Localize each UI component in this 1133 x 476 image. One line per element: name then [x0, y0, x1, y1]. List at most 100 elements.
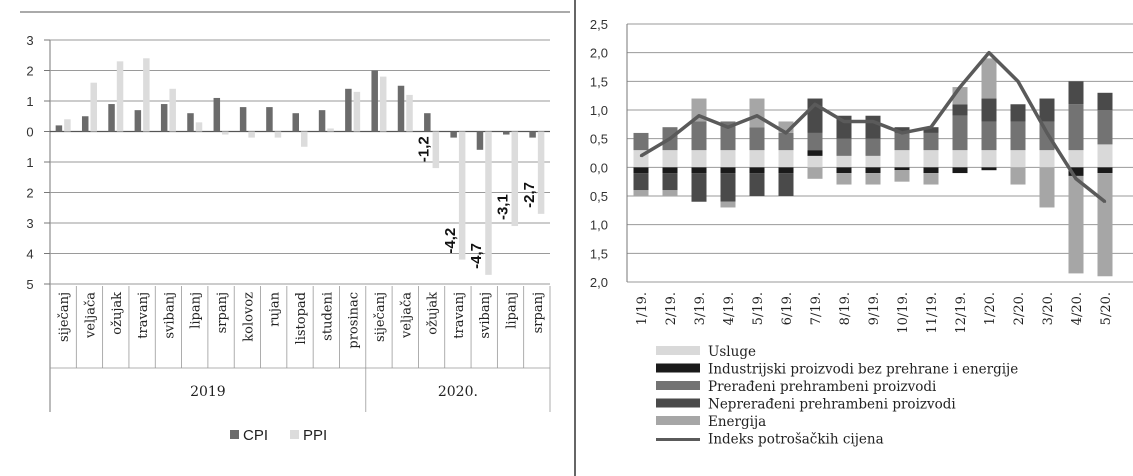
- left-bar-ppi: [432, 131, 440, 169]
- left-category-label: ožujak: [426, 292, 441, 335]
- right-category-label: 1/19.: [635, 292, 650, 325]
- right-bar-segment-1: [662, 167, 678, 174]
- left-data-label: -3,1: [495, 194, 512, 220]
- right-bar-segment-0: [662, 150, 678, 168]
- left-bar-ppi: [248, 131, 255, 138]
- right-bar-segment-2: [749, 127, 765, 151]
- left-category-label: studeni: [320, 292, 335, 341]
- left-bar-cpi: [450, 131, 457, 138]
- right-bar-segment-1: [836, 167, 852, 174]
- right-bar-segment-3: [865, 115, 881, 139]
- right-category-label: 3/20.: [1041, 292, 1056, 325]
- right-bar-segment-3: [1097, 92, 1113, 110]
- right-bar-segment-4: [749, 98, 765, 128]
- left-bar-ppi: [406, 94, 413, 132]
- left-data-label: -2,7: [521, 182, 538, 208]
- right-bar-segment-1: [720, 167, 736, 174]
- right-bar-segment-0: [981, 150, 997, 168]
- right-category-label: 6/19.: [780, 292, 795, 325]
- right-bar-segment-4: [1068, 175, 1084, 274]
- right-cpi-index-point: [987, 51, 991, 54]
- right-bar-segment-3: [894, 127, 910, 133]
- left-bar-cpi: [318, 110, 326, 132]
- right-category-label: 10/19.: [896, 292, 911, 334]
- right-cpi-index-point: [958, 85, 962, 89]
- left-category-label: lipanj: [505, 292, 520, 329]
- right-legend-swatch: [656, 346, 700, 355]
- right-cpi-index-point: [1074, 177, 1078, 180]
- left-legend-swatch-ppi: [290, 430, 299, 439]
- left-bar-ppi: [511, 131, 519, 227]
- right-bar-segment-0: [865, 155, 881, 168]
- right-bar-segment-3: [633, 173, 649, 191]
- left-bar-cpi: [345, 88, 352, 132]
- left-y-tick-label: 5: [26, 277, 33, 292]
- right-bar-segment-0: [894, 150, 910, 168]
- left-bar-ppi: [301, 131, 308, 147]
- right-bar-segment-1: [1068, 167, 1084, 176]
- left-bar-cpi: [529, 131, 536, 138]
- right-bar-segment-3: [720, 173, 736, 202]
- right-legend-label: Prerađeni prehrambeni proizvodi: [708, 379, 937, 395]
- left-bar-ppi: [169, 88, 176, 132]
- right-legend-label: Neprerađeni prehrambeni proizvodi: [708, 397, 956, 413]
- left-category-label: lipanj: [189, 292, 204, 329]
- right-bar-segment-0: [720, 150, 736, 168]
- right-cpi-index-point: [900, 131, 904, 135]
- left-bar-ppi: [116, 61, 124, 132]
- right-category-label: 4/19.: [722, 292, 737, 325]
- right-category-label: 7/19.: [809, 292, 824, 325]
- right-bar-segment-2: [981, 121, 997, 151]
- right-bar-segment-4: [894, 170, 910, 182]
- right-bar-segment-3: [1039, 98, 1055, 122]
- right-bar-segment-4: [836, 173, 852, 185]
- right-cpi-index-point: [668, 137, 672, 140]
- right-bar-segment-3: [981, 98, 997, 122]
- right-bar-segment-1: [1097, 167, 1113, 174]
- right-category-label: 4/20.: [1070, 292, 1085, 325]
- right-y-tick-label: 2,0: [590, 275, 608, 290]
- left-y-tick-label: 4: [26, 247, 33, 262]
- right-bar-segment-1: [778, 167, 794, 174]
- right-bar-segment-3: [923, 127, 939, 133]
- right-cpi-index-point: [726, 126, 730, 129]
- left-bar-ppi: [143, 58, 150, 132]
- left-bar-cpi: [81, 116, 89, 132]
- right-bar-segment-0: [807, 155, 823, 168]
- left-legend-label-ppi: PPI: [303, 427, 327, 444]
- left-bar-cpi: [371, 70, 378, 132]
- left-category-label: ožujak: [110, 292, 125, 335]
- left-bar-ppi: [195, 122, 203, 132]
- left-bar-ppi: [222, 131, 229, 135]
- left-bar-ppi: [64, 119, 71, 132]
- right-y-tick-label: 1,5: [590, 246, 608, 261]
- right-bar-segment-2: [923, 132, 939, 151]
- right-category-label: 5/20.: [1099, 292, 1114, 325]
- left-bar-cpi: [213, 97, 221, 132]
- right-bar-segment-3: [952, 104, 968, 116]
- left-legend-label-cpi: CPI: [243, 427, 268, 444]
- left-y-tick-label: 0: [26, 125, 33, 140]
- left-y-tick-label: 3: [26, 33, 33, 48]
- left-chart-cpi-ppi: 3 2 1 0 1 2 3 4 5 siječanj veljača ožujak travanj svi…: [20, 11, 570, 444]
- left-category-label: listopad: [294, 292, 309, 344]
- right-y-tick-label: 1,0: [590, 103, 608, 118]
- right-bar-segment-2: [1097, 110, 1113, 145]
- right-bar-segment-1: [691, 167, 707, 174]
- left-bar-ppi: [458, 131, 466, 260]
- right-legend-label: Energija: [708, 414, 766, 430]
- right-category-label: 11/19.: [925, 292, 940, 334]
- right-category-label: 3/19.: [693, 292, 708, 325]
- right-bar-segment-3: [1010, 104, 1026, 122]
- left-category-label: veljača: [83, 292, 98, 339]
- right-bar-segment-4: [807, 167, 823, 179]
- right-y-tick-label: 1,5: [590, 74, 608, 89]
- left-bar-cpi: [292, 113, 299, 132]
- left-category-label: srpanj: [531, 292, 546, 333]
- right-category-label: 12/19.: [954, 292, 969, 334]
- right-bar-segment-0: [952, 150, 968, 168]
- left-data-label: -4,7: [468, 243, 485, 269]
- left-bar-cpi: [424, 113, 431, 132]
- right-bar-segment-3: [662, 173, 678, 191]
